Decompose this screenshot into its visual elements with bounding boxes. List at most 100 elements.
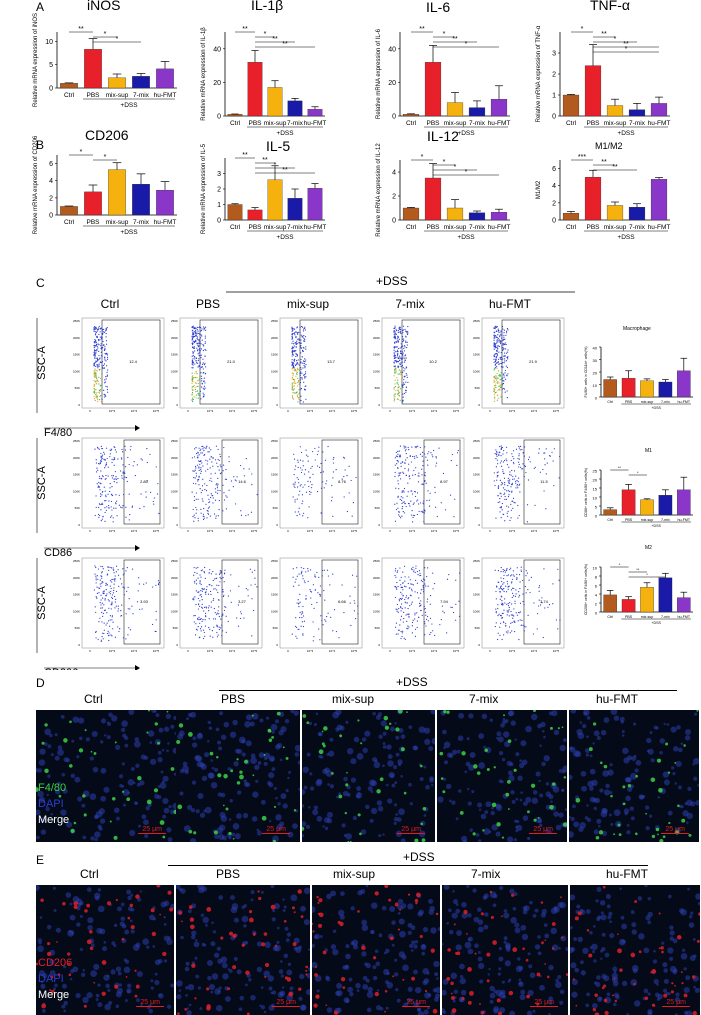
x-tick-label-inos-4: hu-FMT <box>154 92 177 99</box>
flow-x-tick-0-0: 0 <box>89 409 91 413</box>
flow-plot-1-2: 250K 200K 150K 100K 50K 0 0 10^3 10^4 10^5 8.76 <box>271 437 363 533</box>
sig-mark-tnfa-4: * <box>625 46 628 53</box>
flow-y-tick-1-1: 150K <box>171 473 178 477</box>
x-tick-label-inos-0: Ctrl <box>64 92 75 99</box>
bar-m1m2-4 <box>650 179 668 221</box>
x-tick-label-m1m2-1: PBS <box>586 224 600 231</box>
chart-il1b: 0 20 40 IL-1β Relative mRNA expression of IL… <box>201 0 326 137</box>
flow-row-2: SSC-A CD206 250K 200K 150K 100K 50K 0 0 10^3 10^4 1… <box>36 557 565 670</box>
x-tick-label-m2-4: hu-FMT <box>678 615 691 619</box>
flow-plot-2-1: 250K 200K 150K 100K 50K 0 0 10^3 10^4 10^5 3.27 <box>171 557 263 653</box>
panel-e-group-mixsup: mix-sup <box>333 867 376 881</box>
flow-plot-frame-2-0 <box>81 557 165 649</box>
flow-x-tick-2-2: 0 <box>287 649 289 653</box>
bar-tnfa-0 <box>562 94 580 117</box>
x-tick-label-il12-1: PBS <box>426 224 440 231</box>
flow-group-label-1: PBS <box>196 297 220 311</box>
flow-y-tick-1-3: 100K <box>373 489 380 493</box>
flow-percentage-0-3: 10.2 <box>429 359 438 364</box>
panel-e-group-hufmt: hu-FMT <box>606 867 648 881</box>
y-tick-label-m1m2: 0 <box>552 218 556 225</box>
panel-e-dss-line <box>168 865 648 866</box>
dss-label-m1: +DSS <box>651 524 661 528</box>
sig-mark-inos-2: * <box>116 36 119 43</box>
flow-x-tick-0-2: 10^5 <box>351 409 358 413</box>
y-tick-label-m1m2: 6 <box>552 166 556 173</box>
y-tick-label-m1m2: 4 <box>552 183 556 190</box>
y-tick-label-m2: 4 <box>595 593 598 598</box>
if-d-channel-label-0: F4/80 <box>38 782 67 794</box>
x-tick-label-m1-4: hu-FMT <box>678 518 691 522</box>
bar-il6-0 <box>402 114 420 117</box>
flow-x-tick-2-1: 10^5 <box>251 649 258 653</box>
sig-mark-il6-1: * <box>443 31 446 38</box>
chart-title-il1b: IL-1β <box>251 0 283 13</box>
y-tick-label-m1: 20 <box>593 478 598 483</box>
sig-mark-tnfa-1: ** <box>601 31 607 38</box>
flow-x-tick-0-0: 10^5 <box>153 409 160 413</box>
y-tick-label-il6: 40 <box>388 46 396 53</box>
sig-mark-il6-0: ** <box>419 26 425 33</box>
sig-mark-il12-0: * <box>421 154 424 161</box>
bar-il12-1 <box>424 177 442 221</box>
flow-plot-0-1: 250K 200K 150K 100K 50K 0 0 10^3 10^4 10^5 21.0 <box>171 317 263 413</box>
flow-gate-2-2 <box>321 559 359 645</box>
flow-y-tick-1-2: 0 <box>276 523 278 527</box>
x-tick-label-m1-3: 7-mix <box>661 518 670 522</box>
if-d-image-0: 25 μm <box>36 710 176 842</box>
flow-y-tick-1-0: 0 <box>78 523 80 527</box>
flow-marker-label-0: F4/80 <box>44 427 72 439</box>
flow-y-tick-2-3: 0 <box>378 643 380 647</box>
flow-x-tick-2-3: 10^4 <box>431 649 438 653</box>
y-label-macro: F4/80+ cells in CD11b+ cells(%) <box>584 346 588 397</box>
x-tick-label-macro-4: hu-FMT <box>678 400 691 404</box>
dss-label-tnfa: +DSS <box>617 130 635 137</box>
flow-y-tick-0-1: 150K <box>171 353 178 357</box>
flow-y-tick-1-4: 0 <box>478 523 480 527</box>
flow-x-tick-1-1: 0 <box>187 529 189 533</box>
flow-x-tick-1-0: 10^4 <box>131 529 138 533</box>
x-tick-label-inos-1: PBS <box>86 92 100 99</box>
panel-d-group-hufmt: hu-FMT <box>596 692 638 706</box>
if-d-image-1: 25 μm <box>176 710 300 842</box>
flow-y-tick-2-0: 100K <box>73 609 80 613</box>
flow-y-tick-1-1: 50K <box>173 506 178 510</box>
sig-mark-m1m2-1: ** <box>601 159 607 166</box>
y-tick-label-m1: 25 <box>593 469 598 474</box>
x-tick-label-cd206-4: hu-FMT <box>154 219 177 226</box>
flow-x-tick-1-2: 10^3 <box>307 529 314 533</box>
flow-gate-2-0 <box>123 559 161 645</box>
flow-x-tick-0-3: 10^5 <box>453 409 460 413</box>
panel-d-group-pbs: PBS <box>221 692 246 706</box>
if-e-scale-bar-2: 25 μm <box>402 999 430 1007</box>
sig-mark-m1-0: ** <box>618 465 622 470</box>
chart-il6: 0 20 40 IL-6 Relative mRNA expression of IL-… <box>376 0 510 137</box>
flow-header: +DSS Ctrl PBS mix-sup 7-mix hu-FMT <box>101 274 575 311</box>
if-e-channel-label-1: DAPI <box>38 973 64 985</box>
x-tick-label-il12-0: Ctrl <box>406 224 417 231</box>
flow-marker-label-2: CD206 <box>44 667 78 670</box>
sig-mark-il1b-0: ** <box>242 26 248 33</box>
dss-label-cd206: +DSS <box>120 229 138 236</box>
flow-group-label-2: mix-sup <box>287 297 329 311</box>
panel-letter-d: D <box>36 676 45 690</box>
flow-y-tick-2-0: 150K <box>73 593 80 597</box>
flow-x-tick-0-0: 10^3 <box>109 409 116 413</box>
flow-x-tick-0-1: 10^3 <box>207 409 214 413</box>
y-label-m2: CD206+ cells in F4/80+ cells(%) <box>584 564 588 615</box>
flow-plot-0-4: 250K 200K 150K 100K 50K 0 0 10^3 10^4 10^5 21.9 <box>473 317 565 413</box>
x-tick-label-tnfa-4: hu-FMT <box>648 120 671 127</box>
flow-marker-arrowhead-2 <box>135 665 140 670</box>
y-label-tnfa: Relative mRNA expression of TNF-α <box>536 25 542 122</box>
flow-marker-arrowhead-1 <box>135 545 140 551</box>
flow-x-tick-0-1: 10^5 <box>251 409 258 413</box>
flow-gate-2-3 <box>423 559 461 645</box>
bar-il5-0 <box>227 204 243 221</box>
x-tick-label-il1b-0: Ctrl <box>230 120 241 127</box>
y-tick-label-cd206: 0 <box>49 213 53 220</box>
chart-title-il5: IL-5 <box>266 138 290 154</box>
flow-x-tick-1-3: 10^3 <box>409 529 416 533</box>
dss-label-il5: +DSS <box>276 234 294 241</box>
flow-x-tick-2-3: 10^5 <box>453 649 460 653</box>
